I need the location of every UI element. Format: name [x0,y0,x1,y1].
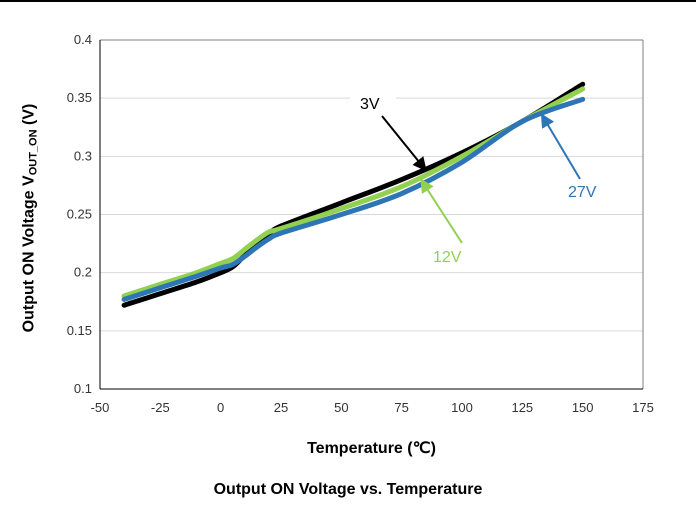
y-tick-label: 0.1 [74,381,92,396]
x-tick-label: 50 [334,400,348,415]
x-tick-label: 100 [451,400,473,415]
annotation-label-12v: 12V [433,249,462,266]
x-tick-label: 25 [274,400,288,415]
chart-title: Output ON Voltage vs. Temperature [0,481,696,499]
x-tick-labels: -50 -25 0 25 50 75 100 125 150 175 [91,400,654,415]
annotation-label-3v: 3V [360,96,380,113]
x-tick-label: 125 [511,400,533,415]
x-tick-label: 150 [572,400,594,415]
x-axis-title: Temperature (℃) [100,438,643,458]
x-tick-label: 175 [632,400,654,415]
y-tick-label: 0.25 [67,207,92,222]
x-tick-label: 0 [217,400,224,415]
x-tick-label: 75 [394,400,408,415]
y-tick-label: 0.3 [74,148,92,163]
x-tick-label: -50 [91,400,110,415]
y-tick-labels: 0.1 0.15 0.2 0.25 0.3 0.35 0.4 [67,32,92,396]
y-tick-label: 0.35 [67,90,92,105]
y-tick-label: 0.15 [67,323,92,338]
y-tick-label: 0.2 [74,265,92,280]
annotation-label-27v: 27V [568,184,597,201]
y-axis-title: Output ON Voltage VOUT_ON (V) [21,104,40,333]
y-tick-label: 0.4 [74,32,92,47]
x-tick-label: -25 [151,400,170,415]
